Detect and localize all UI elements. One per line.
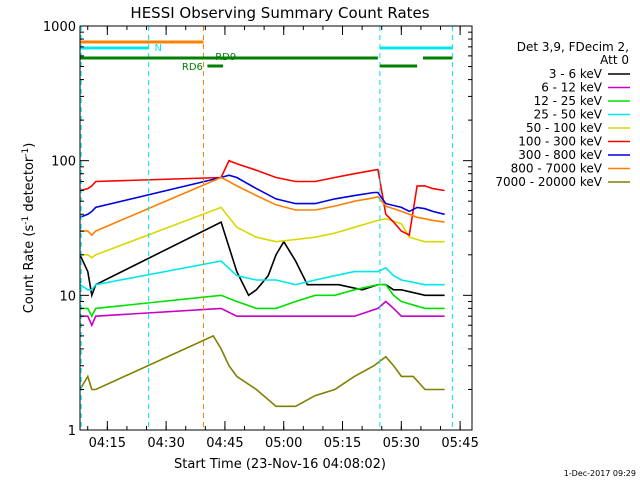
y-axis-label-sup1: -1 xyxy=(21,216,31,225)
plot-area: N RD6 RD9 1 10 100 1000 04:15 04:30 04:45 05:00 05:… xyxy=(43,20,479,451)
y-tick-label-2: 100 xyxy=(51,155,76,170)
series-line-5 xyxy=(79,159,445,237)
legend-label-0: 3 - 6 keV xyxy=(549,67,603,81)
y-tick-label-0: 1 xyxy=(68,424,76,439)
legend-label-4: 50 - 100 keV xyxy=(526,121,603,135)
x-tick-label-0: 04:15 xyxy=(89,436,126,451)
series-line-3 xyxy=(79,260,445,291)
annotation-label-0: N xyxy=(154,43,161,54)
x-axis-label: Start Time (23-Nov-16 04:08:02) xyxy=(174,457,386,472)
y-axis-label: Count Rate (s-1 detector-1) xyxy=(21,143,37,314)
legend-label-1: 6 - 12 keV xyxy=(541,81,603,95)
legend-label-2: 12 - 25 keV xyxy=(534,94,603,108)
annotation-label-1: RD6 xyxy=(182,62,203,73)
y-tick-label-1: 10 xyxy=(59,289,76,304)
series-line-6 xyxy=(79,174,445,219)
legend-label-6: 300 - 800 keV xyxy=(518,148,602,162)
legend-label-3: 25 - 50 keV xyxy=(534,108,603,122)
y-axis-label-end: ) xyxy=(22,143,37,148)
x-tick-label-6: 05:45 xyxy=(441,436,478,451)
legend-label-8: 7000 - 20000 keV xyxy=(495,175,602,189)
footer-timestamp: 1-Dec-2017 09:29 xyxy=(564,469,636,478)
legend-header-line2: Att 0 xyxy=(600,53,629,67)
x-tick-label-1: 04:30 xyxy=(147,436,184,451)
series-line-8 xyxy=(79,334,445,408)
y-axis-label-main: Count Rate (s xyxy=(22,225,37,314)
x-tick-label-4: 05:15 xyxy=(324,436,361,451)
y-axis-label-mid: detector xyxy=(22,156,37,216)
series-line-0 xyxy=(79,220,445,299)
x-tick-label-5: 05:30 xyxy=(383,436,420,451)
chart-title: HESSI Observing Summary Count Rates xyxy=(130,4,429,22)
y-axis-label-sup2: -1 xyxy=(21,148,31,157)
series-line-4 xyxy=(80,206,445,259)
plot-frame xyxy=(79,25,473,431)
legend-header-line1: Det 3,9, FDecim 2, xyxy=(517,40,629,54)
series-line-7 xyxy=(80,176,445,237)
legend-label-7: 800 - 7000 keV xyxy=(511,162,603,176)
annotation-label-2: RD9 xyxy=(215,52,236,63)
x-tick-label-3: 05:00 xyxy=(265,436,302,451)
x-tick-label-2: 04:45 xyxy=(206,436,243,451)
series-line-1 xyxy=(80,300,445,328)
legend-label-5: 100 - 300 keV xyxy=(518,135,602,149)
y-tick-label-3: 1000 xyxy=(43,20,76,35)
series-line-2 xyxy=(80,283,445,318)
